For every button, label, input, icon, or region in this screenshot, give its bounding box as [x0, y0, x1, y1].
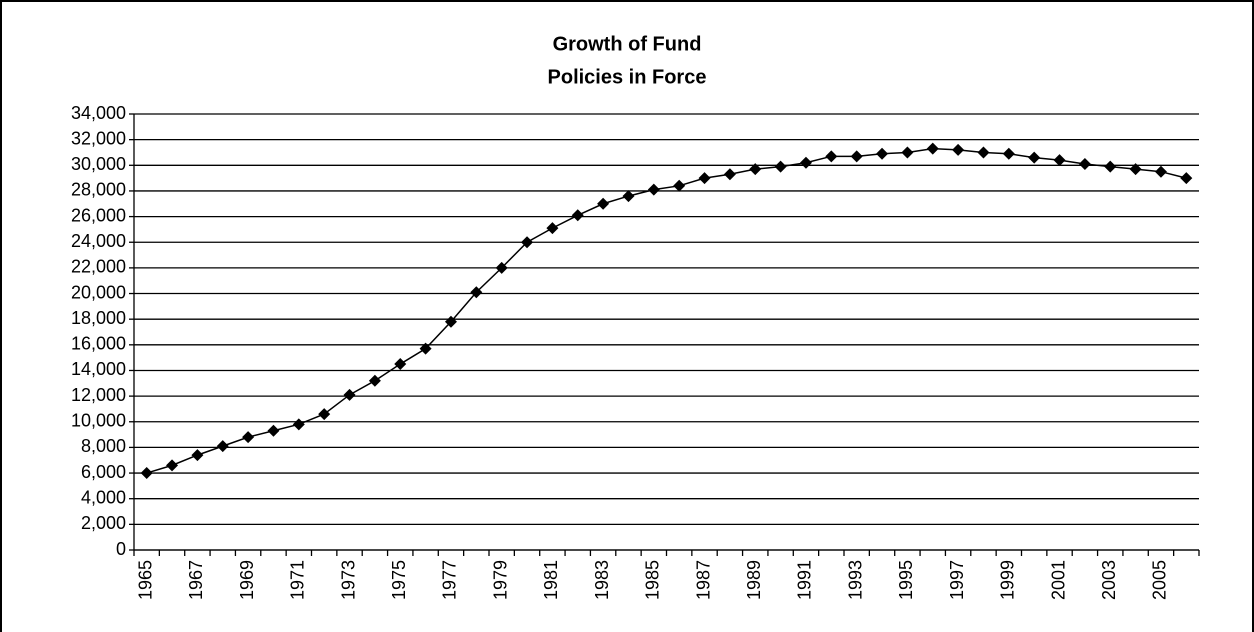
marker [267, 424, 280, 437]
marker [191, 449, 204, 462]
y-tick-label: 34,000 [71, 103, 126, 123]
marker [901, 146, 914, 159]
x-tick-label: 1983 [592, 560, 612, 600]
y-tick-label: 4,000 [81, 487, 126, 507]
x-tick-label: 1975 [389, 560, 409, 600]
marker [673, 179, 686, 192]
x-tick-label: 1973 [338, 560, 358, 600]
x-tick-label: 1991 [795, 560, 815, 600]
marker [470, 286, 483, 299]
x-tick-label: 1993 [845, 560, 865, 600]
y-tick-label: 28,000 [71, 180, 126, 200]
marker [419, 342, 432, 355]
x-tick-label: 2005 [1150, 560, 1170, 600]
y-tick-label: 12,000 [71, 385, 126, 405]
marker [850, 150, 863, 163]
marker [876, 147, 889, 160]
marker [799, 156, 812, 169]
marker [774, 160, 787, 173]
y-tick-label: 32,000 [71, 128, 126, 148]
marker [749, 163, 762, 176]
marker [292, 418, 305, 431]
chart-title: Growth of Fund [553, 33, 702, 55]
marker [571, 209, 584, 222]
marker [1002, 147, 1015, 160]
chart-title: Policies in Force [548, 66, 707, 88]
x-tick-label: 2003 [1099, 560, 1119, 600]
x-tick-label: 1997 [947, 560, 967, 600]
x-tick-label: 1979 [490, 560, 510, 600]
marker [977, 146, 990, 159]
y-tick-label: 18,000 [71, 308, 126, 328]
y-tick-label: 8,000 [81, 436, 126, 456]
marker [1053, 154, 1066, 167]
marker [723, 168, 736, 181]
y-tick-label: 26,000 [71, 205, 126, 225]
x-tick-label: 1971 [288, 560, 308, 600]
marker [622, 190, 635, 203]
x-tick-label: 1995 [896, 560, 916, 600]
x-tick-label: 2001 [1048, 560, 1068, 600]
y-tick-label: 14,000 [71, 359, 126, 379]
x-tick-label: 1989 [744, 560, 764, 600]
x-tick-label: 1969 [237, 560, 257, 600]
marker [597, 197, 610, 210]
y-tick-label: 30,000 [71, 154, 126, 174]
marker [242, 431, 255, 444]
marker [394, 358, 407, 371]
marker [521, 236, 534, 249]
marker [1104, 160, 1117, 173]
y-tick-label: 10,000 [71, 411, 126, 431]
x-tick-label: 1981 [541, 560, 561, 600]
x-tick-label: 1987 [693, 560, 713, 600]
marker [343, 388, 356, 401]
marker [495, 261, 508, 274]
marker [546, 222, 559, 235]
marker [318, 408, 331, 421]
y-tick-label: 6,000 [81, 462, 126, 482]
x-tick-label: 1965 [135, 560, 155, 600]
marker [140, 467, 153, 480]
marker [825, 150, 838, 163]
x-tick-label: 1999 [998, 560, 1018, 600]
marker [1078, 158, 1091, 171]
x-tick-label: 1977 [440, 560, 460, 600]
y-tick-label: 24,000 [71, 231, 126, 251]
x-tick-label: 1967 [186, 560, 206, 600]
marker [1180, 172, 1193, 185]
marker [368, 374, 381, 387]
marker [1154, 165, 1167, 178]
x-tick-label: 1985 [643, 560, 663, 600]
marker [444, 315, 457, 328]
marker [698, 172, 711, 185]
y-tick-label: 16,000 [71, 334, 126, 354]
y-tick-label: 22,000 [71, 257, 126, 277]
y-tick-label: 20,000 [71, 282, 126, 302]
marker [926, 142, 939, 155]
marker [647, 183, 660, 196]
marker [1028, 151, 1041, 164]
marker [952, 143, 965, 156]
y-tick-label: 0 [116, 539, 126, 559]
y-tick-label: 2,000 [81, 513, 126, 533]
marker [166, 459, 179, 472]
marker [216, 440, 229, 453]
marker [1129, 163, 1142, 176]
